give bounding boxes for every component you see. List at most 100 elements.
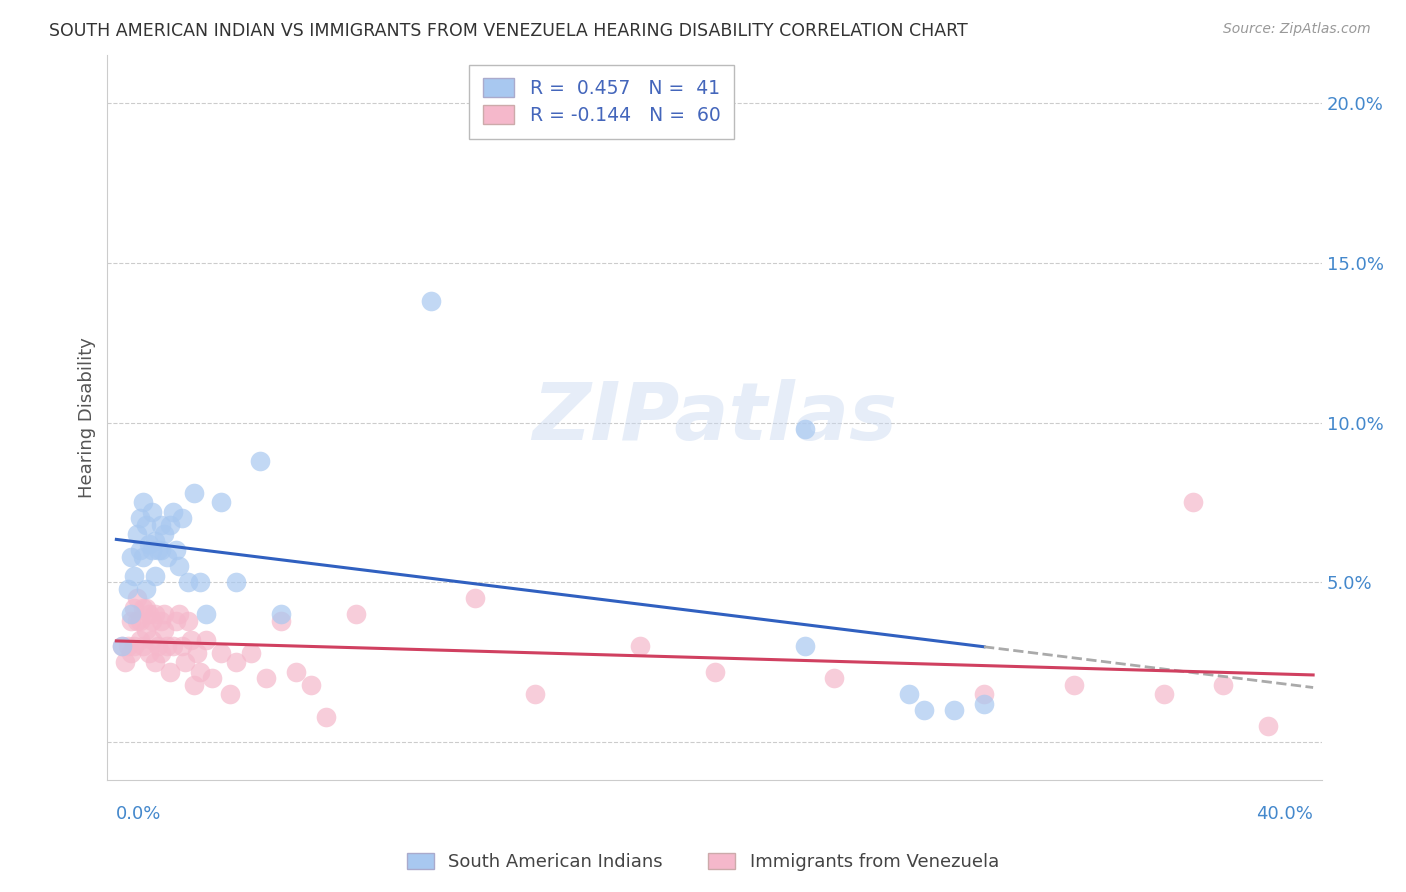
- Legend: South American Indians, Immigrants from Venezuela: South American Indians, Immigrants from …: [399, 846, 1007, 879]
- Point: [183, 486, 205, 500]
- Text: SOUTH AMERICAN INDIAN VS IMMIGRANTS FROM VENEZUELA HEARING DISABILITY CORRELATIO: SOUTH AMERICAN INDIAN VS IMMIGRANTS FROM…: [49, 22, 967, 40]
- Point: [419, 294, 441, 309]
- Point: [150, 646, 173, 660]
- Point: [1063, 678, 1085, 692]
- Point: [299, 678, 322, 692]
- Point: [167, 607, 190, 622]
- Point: [124, 601, 146, 615]
- Point: [120, 607, 142, 622]
- Point: [195, 632, 218, 647]
- Point: [254, 671, 277, 685]
- Point: [156, 549, 179, 564]
- Point: [135, 582, 157, 596]
- Point: [117, 640, 139, 654]
- Point: [344, 607, 367, 622]
- Point: [135, 601, 157, 615]
- Point: [120, 614, 142, 628]
- Legend: R =  0.457   N =  41, R = -0.144   N =  60: R = 0.457 N = 41, R = -0.144 N = 60: [470, 65, 734, 139]
- Point: [1257, 719, 1279, 733]
- Text: 0.0%: 0.0%: [117, 805, 162, 823]
- Point: [111, 640, 134, 654]
- Point: [129, 543, 152, 558]
- Point: [186, 646, 208, 660]
- Point: [143, 655, 166, 669]
- Point: [167, 559, 190, 574]
- Point: [129, 632, 152, 647]
- Point: [1212, 678, 1234, 692]
- Point: [148, 543, 170, 558]
- Point: [138, 607, 160, 622]
- Point: [162, 505, 184, 519]
- Point: [124, 640, 146, 654]
- Point: [195, 607, 218, 622]
- Point: [1153, 687, 1175, 701]
- Point: [159, 665, 181, 679]
- Point: [898, 687, 921, 701]
- Point: [150, 517, 173, 532]
- Point: [188, 665, 211, 679]
- Point: [209, 646, 232, 660]
- Y-axis label: Hearing Disability: Hearing Disability: [79, 337, 96, 499]
- Point: [132, 495, 155, 509]
- Point: [127, 527, 149, 541]
- Point: [249, 454, 271, 468]
- Point: [138, 646, 160, 660]
- Point: [270, 614, 292, 628]
- Point: [315, 709, 337, 723]
- Text: ZIPatlas: ZIPatlas: [533, 379, 897, 457]
- Point: [628, 640, 651, 654]
- Point: [141, 632, 163, 647]
- Point: [201, 671, 224, 685]
- Point: [114, 655, 136, 669]
- Point: [141, 614, 163, 628]
- Point: [973, 687, 995, 701]
- Point: [180, 632, 202, 647]
- Point: [284, 665, 307, 679]
- Point: [143, 607, 166, 622]
- Point: [703, 665, 725, 679]
- Point: [138, 537, 160, 551]
- Point: [912, 703, 935, 717]
- Point: [172, 640, 194, 654]
- Point: [225, 655, 247, 669]
- Point: [124, 569, 146, 583]
- Point: [209, 495, 232, 509]
- Point: [159, 517, 181, 532]
- Point: [141, 543, 163, 558]
- Point: [132, 549, 155, 564]
- Point: [143, 569, 166, 583]
- Point: [943, 703, 966, 717]
- Point: [129, 511, 152, 525]
- Text: Source: ZipAtlas.com: Source: ZipAtlas.com: [1223, 22, 1371, 37]
- Point: [143, 533, 166, 548]
- Point: [172, 511, 194, 525]
- Point: [177, 575, 200, 590]
- Point: [165, 614, 187, 628]
- Point: [973, 697, 995, 711]
- Point: [135, 624, 157, 638]
- Point: [188, 575, 211, 590]
- Point: [132, 640, 155, 654]
- Point: [270, 607, 292, 622]
- Point: [120, 549, 142, 564]
- Point: [177, 614, 200, 628]
- Text: 40.0%: 40.0%: [1256, 805, 1313, 823]
- Point: [153, 527, 176, 541]
- Point: [127, 591, 149, 606]
- Point: [183, 678, 205, 692]
- Point: [225, 575, 247, 590]
- Point: [120, 646, 142, 660]
- Point: [111, 640, 134, 654]
- Point: [135, 517, 157, 532]
- Point: [823, 671, 845, 685]
- Point: [174, 655, 197, 669]
- Point: [127, 614, 149, 628]
- Point: [153, 607, 176, 622]
- Point: [129, 614, 152, 628]
- Point: [1182, 495, 1205, 509]
- Point: [793, 640, 815, 654]
- Point: [162, 640, 184, 654]
- Point: [132, 601, 155, 615]
- Point: [219, 687, 242, 701]
- Point: [464, 591, 486, 606]
